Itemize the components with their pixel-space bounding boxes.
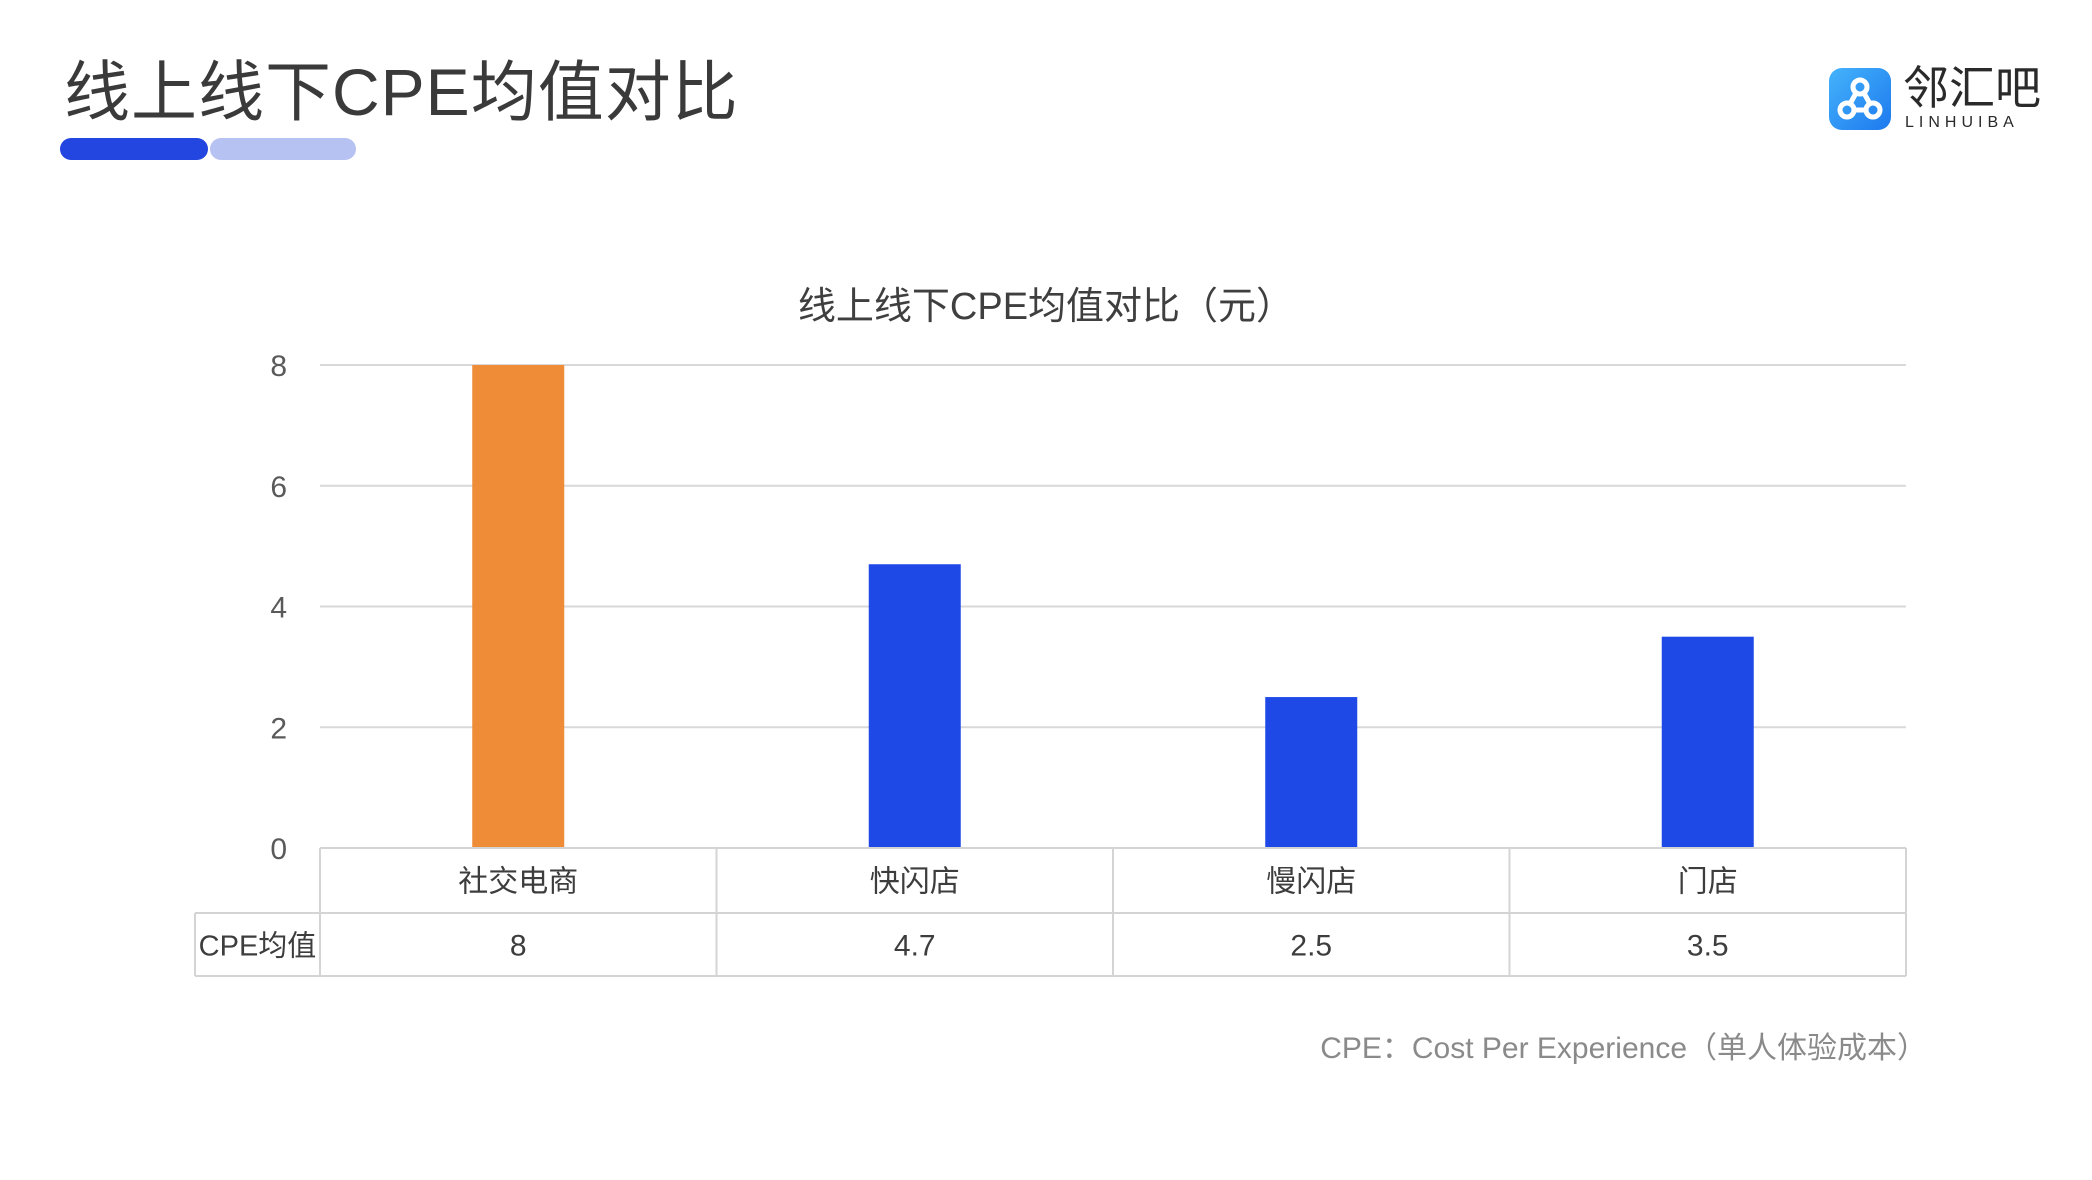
x-category-label: 门店 [1678,866,1738,899]
page-title: 线上线下CPE均值对比 [64,55,739,129]
table-cell-value: 4.7 [894,930,936,963]
y-tick-label: 0 [270,833,287,866]
bar [868,564,961,848]
x-category-label: 慢闪店 [1266,866,1356,899]
footnote: CPE：Cost Per Experience（单人体验成本） [1320,1032,1927,1065]
y-tick-label: 6 [270,471,287,504]
bar [1661,636,1754,848]
table-cell-value: 2.5 [1290,930,1332,963]
table-row-label: CPE均值 [199,930,317,963]
x-category-label: 社交电商 [458,866,578,899]
y-tick-label: 2 [270,712,287,745]
y-tick-label: 8 [270,350,287,383]
logo-name: 邻汇吧 [1903,62,2041,114]
title-accent-bar-light [210,138,356,160]
table-cell-value: 3.5 [1687,930,1729,963]
x-category-label: 快闪店 [870,866,960,899]
y-tick-label: 4 [270,592,287,625]
chart-title: 线上线下CPE均值对比（元） [797,286,1295,328]
bar [472,365,565,848]
logo-subtitle: LINHUIBA [1905,114,2019,131]
table-cell-value: 8 [510,930,527,963]
title-accent-bar [60,138,208,160]
bar [1265,697,1358,848]
brand-logo: 邻汇吧 LINHUIBA [1829,62,2041,132]
network-nodes-icon [1829,68,1891,130]
